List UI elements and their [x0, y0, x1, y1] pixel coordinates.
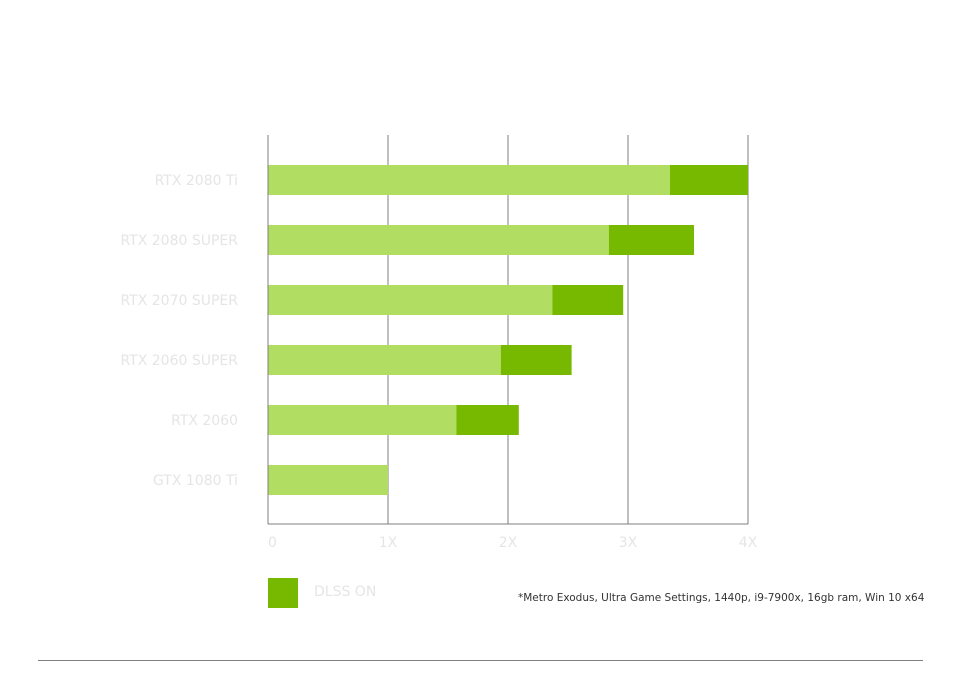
bar-base-2 [268, 285, 553, 315]
bar-base-5 [268, 465, 388, 495]
x-tick-label-3: 3X [619, 535, 638, 551]
bar-base-0 [268, 165, 670, 195]
category-label-0: RTX 2080 Ti [155, 173, 238, 189]
category-label-1: RTX 2080 SUPER [120, 233, 238, 249]
legend-label-dlss: DLSS ON [314, 584, 377, 600]
footer-divider [38, 660, 923, 661]
x-tick-label-1: 1X [379, 535, 398, 551]
bar-base-1 [268, 225, 609, 255]
bar-dlss-0 [670, 165, 748, 195]
x-tick-label-2: 2X [499, 535, 518, 551]
bar-dlss-1 [608, 225, 694, 255]
category-label-5: GTX 1080 Ti [153, 473, 238, 489]
footnote: *Metro Exodus, Ultra Game Settings, 1440… [518, 592, 925, 604]
bar-dlss-2 [552, 285, 624, 315]
bar-dlss-4 [456, 405, 519, 435]
bar-base-4 [268, 405, 457, 435]
x-tick-label-0: 0 [268, 535, 277, 551]
bar-dlss-3 [500, 345, 572, 375]
category-label-3: RTX 2060 SUPER [120, 353, 238, 369]
legend-swatch-dlss [268, 578, 298, 608]
category-label-4: RTX 2060 [171, 413, 238, 429]
bar-base-3 [268, 345, 501, 375]
category-label-2: RTX 2070 SUPER [120, 293, 238, 309]
x-tick-label-4: 4X [739, 535, 758, 551]
